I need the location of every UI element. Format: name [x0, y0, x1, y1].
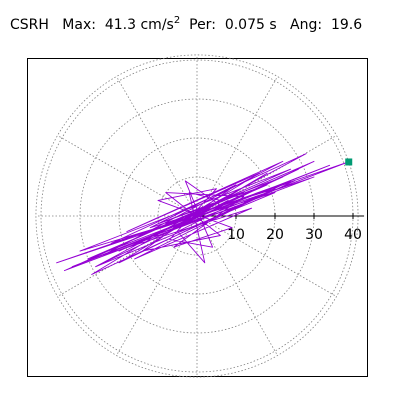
tick-label-40: 40 — [344, 227, 362, 243]
grid-spoke-30 — [196, 135, 337, 217]
period-label: Per: — [189, 17, 216, 33]
tick-label-20: 20 — [266, 227, 284, 243]
tick-label-10: 10 — [227, 227, 245, 243]
max-label: Max: — [62, 17, 96, 33]
grid-spoke-330 — [196, 215, 337, 297]
max-unit: cm/s — [140, 17, 174, 33]
angle-label: Ang: — [290, 17, 323, 33]
orbit-trace-group — [56, 153, 350, 275]
grid-spoke-300 — [196, 215, 278, 356]
max-value: 41.3 — [104, 17, 137, 33]
plot-frame — [27, 58, 368, 377]
period-value: 0.075 s — [224, 17, 277, 33]
grid-spoke-120 — [116, 76, 198, 217]
chart-header: CSRH Max: 41.3 cm/s2 Per: 0.075 s Ang: 1… — [10, 15, 363, 34]
max-unit-exponent: 2 — [173, 15, 181, 26]
grid-spoke-150 — [57, 135, 198, 217]
grid-spoke-60 — [196, 76, 278, 217]
tick-label-30: 30 — [305, 227, 323, 243]
grid-spoke-240 — [116, 215, 198, 356]
angle-value: 19.6 — [330, 17, 363, 33]
radial-axis: 10 20 30 40 — [197, 213, 365, 243]
peak-marker-group — [345, 158, 353, 166]
peak-marker — [345, 158, 353, 166]
station-code: CSRH — [10, 17, 49, 33]
grid-spoke-210 — [57, 215, 198, 297]
orbit-trace — [56, 153, 350, 275]
